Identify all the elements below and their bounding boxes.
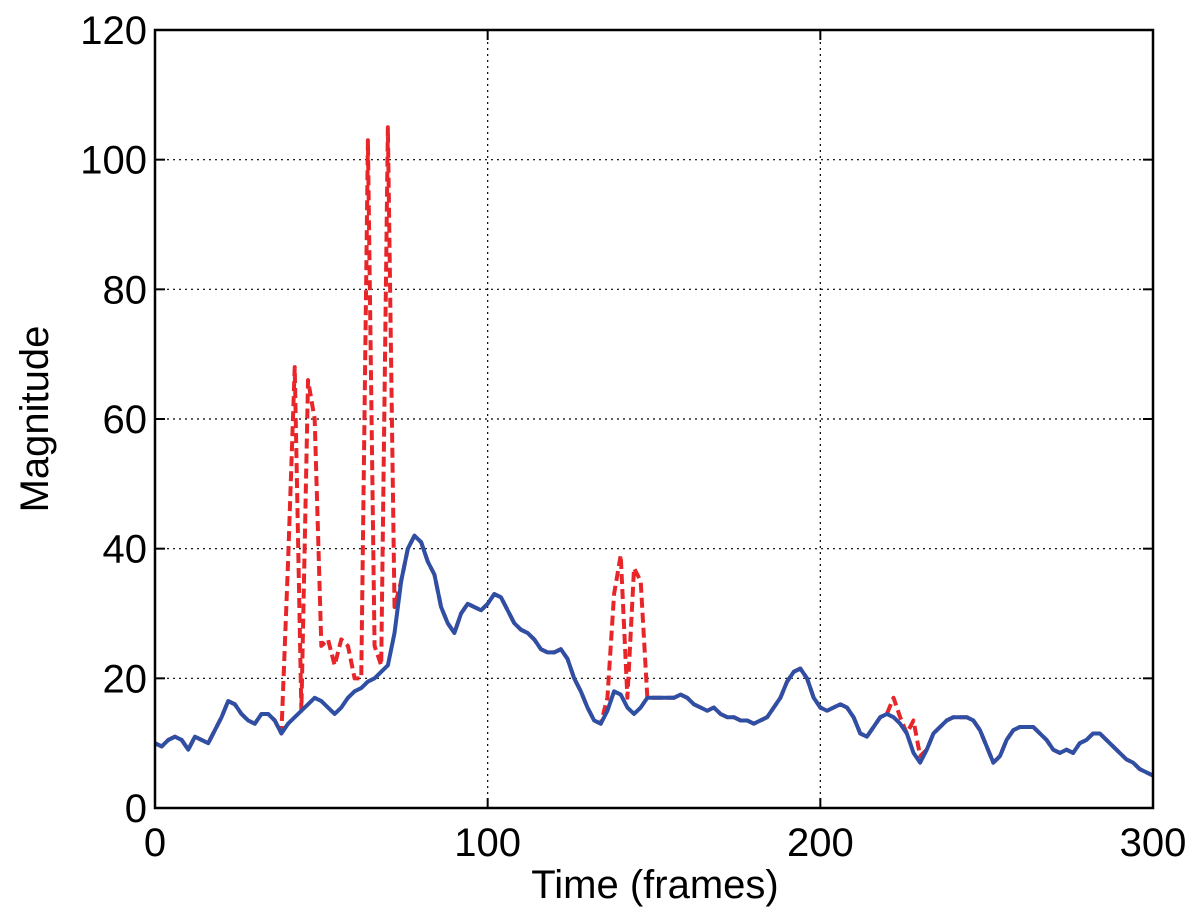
x-tick-label: 100	[454, 821, 521, 865]
x-tick-label: 300	[1120, 821, 1187, 865]
y-tick-label: 100	[80, 139, 147, 183]
x-tick-label: 0	[144, 821, 166, 865]
y-tick-label: 40	[103, 528, 148, 572]
y-tick-label: 60	[103, 398, 148, 442]
y-axis-label: Magnitude	[13, 326, 57, 513]
y-tick-label: 0	[125, 787, 147, 831]
x-tick-label: 200	[787, 821, 854, 865]
plot-frame	[153, 28, 1155, 810]
y-tick-label: 120	[80, 9, 147, 53]
y-tick-label: 20	[103, 657, 148, 701]
y-tick-label: 80	[103, 268, 148, 312]
x-axis-label: Time (frames)	[531, 863, 778, 907]
data-line	[154, 533, 1154, 778]
